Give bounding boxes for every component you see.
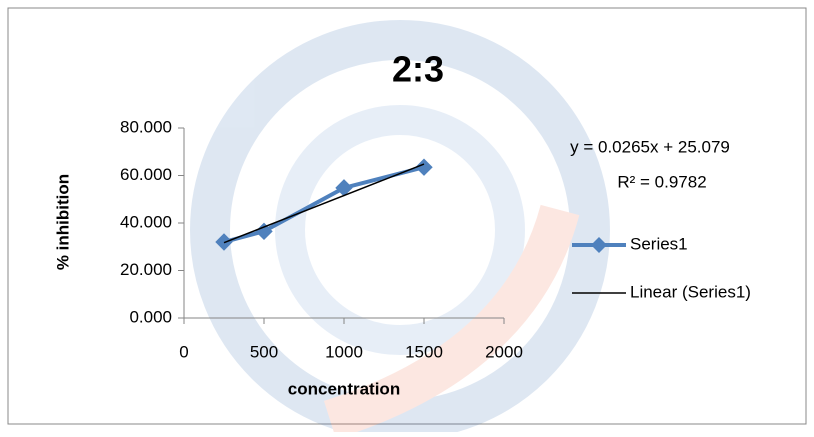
legend-label: Linear (Series1) <box>630 282 751 301</box>
chart-title: 2:3 <box>392 49 444 90</box>
y-tick-label: 40.000 <box>120 212 172 231</box>
page: 2:3 concentration % inhibition y = 0.026… <box>0 0 814 437</box>
y-axis-label: % inhibition <box>53 174 72 270</box>
x-tick-label: 2000 <box>485 342 523 361</box>
y-tick-label: 80.000 <box>120 117 172 136</box>
y-tick-label: 0.000 <box>129 307 172 326</box>
x-tick-label: 0 <box>179 342 188 361</box>
y-tick-label: 20.000 <box>120 260 172 279</box>
x-tick-label: 500 <box>250 342 278 361</box>
x-axis-label: concentration <box>288 379 400 398</box>
r-squared: R² = 0.9782 <box>617 172 706 191</box>
legend-label: Series1 <box>630 234 688 253</box>
y-tick-label: 60.000 <box>120 165 172 184</box>
x-tick-label: 1000 <box>325 342 363 361</box>
x-tick-label: 1500 <box>405 342 443 361</box>
chart: 2:3 concentration % inhibition y = 0.026… <box>0 0 814 432</box>
trendline-equation: y = 0.0265x + 25.079 <box>570 137 730 156</box>
